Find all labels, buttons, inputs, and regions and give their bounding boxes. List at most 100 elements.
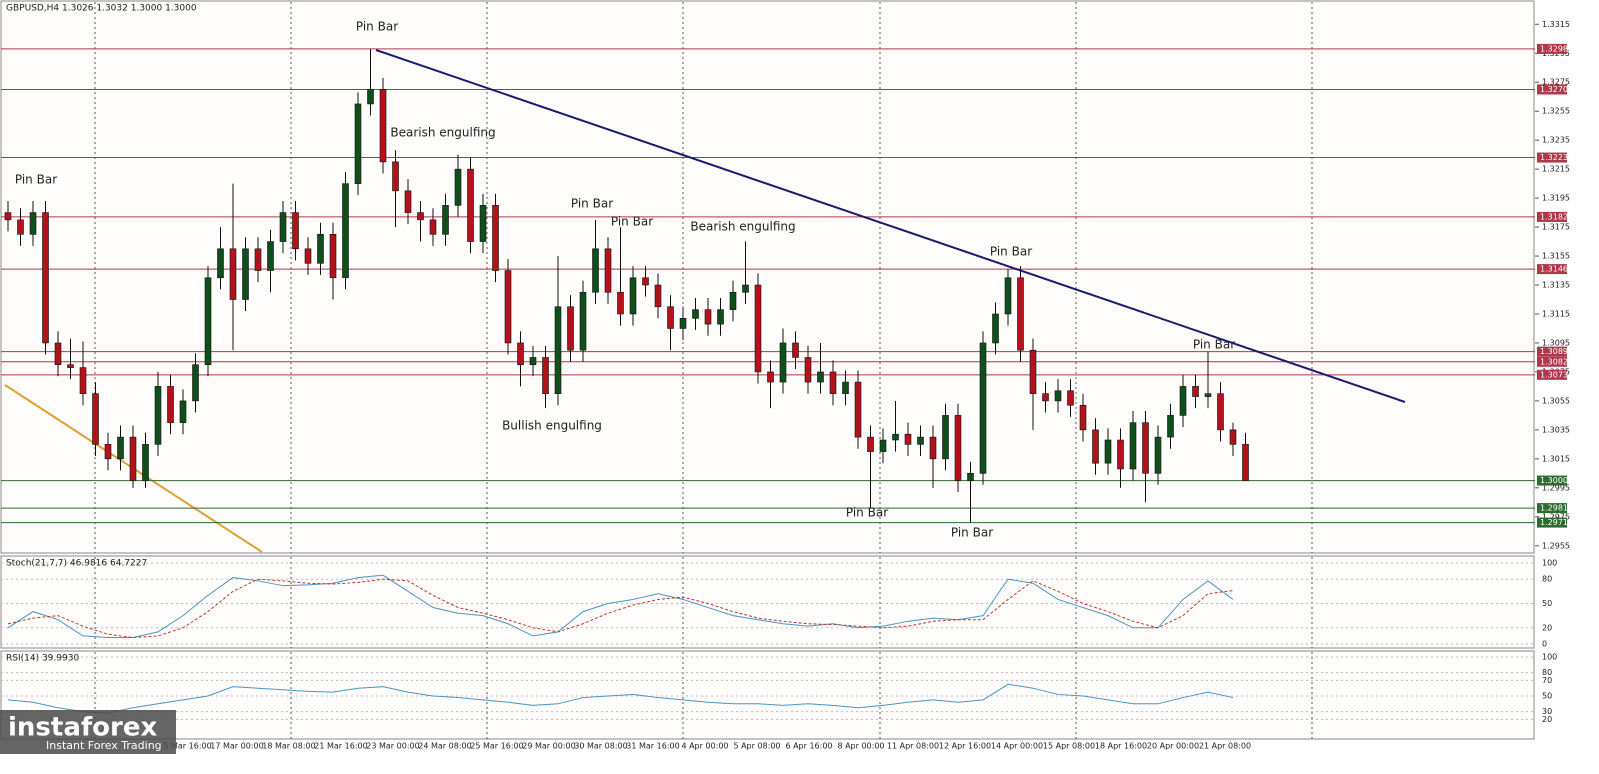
level-box (1537, 369, 1567, 380)
candle-body (304, 248, 312, 264)
candle-body (317, 234, 324, 264)
indicator-tick-label: 50 (1542, 599, 1552, 608)
candle-body (342, 183, 349, 279)
annotation: Bearish engulfing (690, 220, 795, 234)
resistance-trendline (375, 49, 1406, 403)
candle-body (992, 313, 999, 344)
annotation: Bullish engulfing (502, 419, 602, 433)
stoch-panel (0, 555, 1535, 649)
y-tick-label: 1.3275 (1542, 78, 1570, 87)
indicator-tick-label: 70 (1542, 676, 1552, 685)
logo-tagline: Instant Forex Trading (46, 739, 162, 752)
candle-body (642, 277, 649, 286)
candle-body (542, 357, 549, 394)
candle-body (1129, 422, 1137, 470)
candle-body (492, 205, 499, 271)
y-tick-label: 1.3115 (1542, 309, 1570, 318)
candle-body (617, 291, 624, 315)
indicator-tick-label: 50 (1542, 692, 1552, 701)
annotation: Bearish engulfing (390, 126, 495, 140)
candle-body (554, 306, 562, 394)
candle-body (742, 284, 749, 293)
level-label: 1.2971 (1540, 518, 1568, 527)
candle-body (567, 306, 574, 351)
candle-body (1067, 390, 1074, 406)
y-tick-label: 1.2995 (1542, 483, 1570, 492)
indicator-tick-label: 30 (1542, 707, 1552, 716)
candle-body (692, 309, 699, 319)
candle-body (767, 371, 774, 383)
y-tick-label: 1.3055 (1542, 396, 1570, 405)
x-tick-label: 17 Mar 00:00 (210, 742, 263, 751)
level-label: 1.3146 (1540, 265, 1568, 274)
candle-body (117, 436, 124, 460)
candle-body (842, 381, 849, 394)
candle-body (892, 433, 899, 441)
candle-body (92, 393, 99, 445)
level-box (1537, 84, 1567, 95)
x-tick-label: 4 Apr 00:00 (681, 742, 728, 751)
level-label: 1.3000 (1540, 476, 1568, 485)
indicator-tick-label: 100 (1542, 559, 1557, 568)
level-label: 1.3182 (1540, 212, 1568, 221)
y-tick-label: 1.3195 (1542, 194, 1570, 203)
indicator-tick-label: 80 (1542, 575, 1552, 584)
candle-body (679, 318, 687, 329)
candle-body (167, 386, 174, 423)
candle-body (204, 277, 212, 365)
x-tick-label: 8 Apr 00:00 (837, 742, 884, 751)
y-tick-label: 1.2955 (1542, 541, 1570, 550)
candle-body (854, 381, 862, 438)
candle-body (829, 371, 837, 394)
candle-body (929, 436, 937, 460)
y-tick-label: 1.3095 (1542, 338, 1570, 347)
candle-body (292, 212, 299, 250)
candle-body (1029, 349, 1037, 394)
candle-body (704, 309, 712, 325)
candle-body (717, 309, 724, 325)
candle-body (917, 436, 924, 445)
candle-body (279, 212, 287, 242)
candle-body (792, 342, 799, 358)
y-tick-label: 1.3215 (1542, 165, 1570, 174)
candle-body (67, 364, 74, 368)
vertical-grid (94, 2, 1313, 739)
y-tick-label: 1.3135 (1542, 281, 1570, 290)
candle-body (254, 248, 262, 271)
candle-body (367, 89, 374, 105)
candle-body (142, 444, 149, 481)
candle-body (817, 371, 824, 383)
y-tick-label: 1.3235 (1542, 136, 1570, 145)
level-box (1537, 152, 1567, 163)
y-tick-label: 1.3155 (1542, 252, 1570, 261)
annotation: Pin Bar (356, 20, 398, 34)
candle-body (442, 205, 449, 235)
candle-body (104, 444, 112, 460)
candle-body (729, 291, 737, 310)
candle-body (267, 241, 274, 271)
level-label: 1.3073 (1540, 370, 1568, 379)
candle-body (904, 433, 912, 445)
candle-body (1229, 429, 1237, 445)
candle-body (229, 248, 237, 300)
x-tick-label: 15 Apr 08:00 (1043, 742, 1095, 751)
candle-body (1017, 277, 1024, 351)
candle-body (954, 415, 962, 481)
annotation: Pin Bar (611, 215, 653, 229)
candle-body (604, 248, 612, 293)
candle-body (417, 212, 424, 221)
level-label: 1.3223 (1540, 153, 1568, 162)
rsi-title: RSI(14) 39.9930 (6, 654, 79, 664)
candle-body (379, 89, 387, 163)
candle-body (54, 342, 62, 365)
stoch-line (7, 578, 1234, 639)
x-tick-label: 14 Apr 00:00 (991, 742, 1043, 751)
candle-body (779, 342, 787, 383)
candle-body (354, 103, 362, 184)
indicator-tick-label: 20 (1542, 715, 1552, 724)
candle-body (42, 212, 49, 344)
candle-body (179, 400, 187, 423)
indicator-tick-label: 20 (1542, 623, 1552, 632)
candle-body (1079, 404, 1087, 431)
